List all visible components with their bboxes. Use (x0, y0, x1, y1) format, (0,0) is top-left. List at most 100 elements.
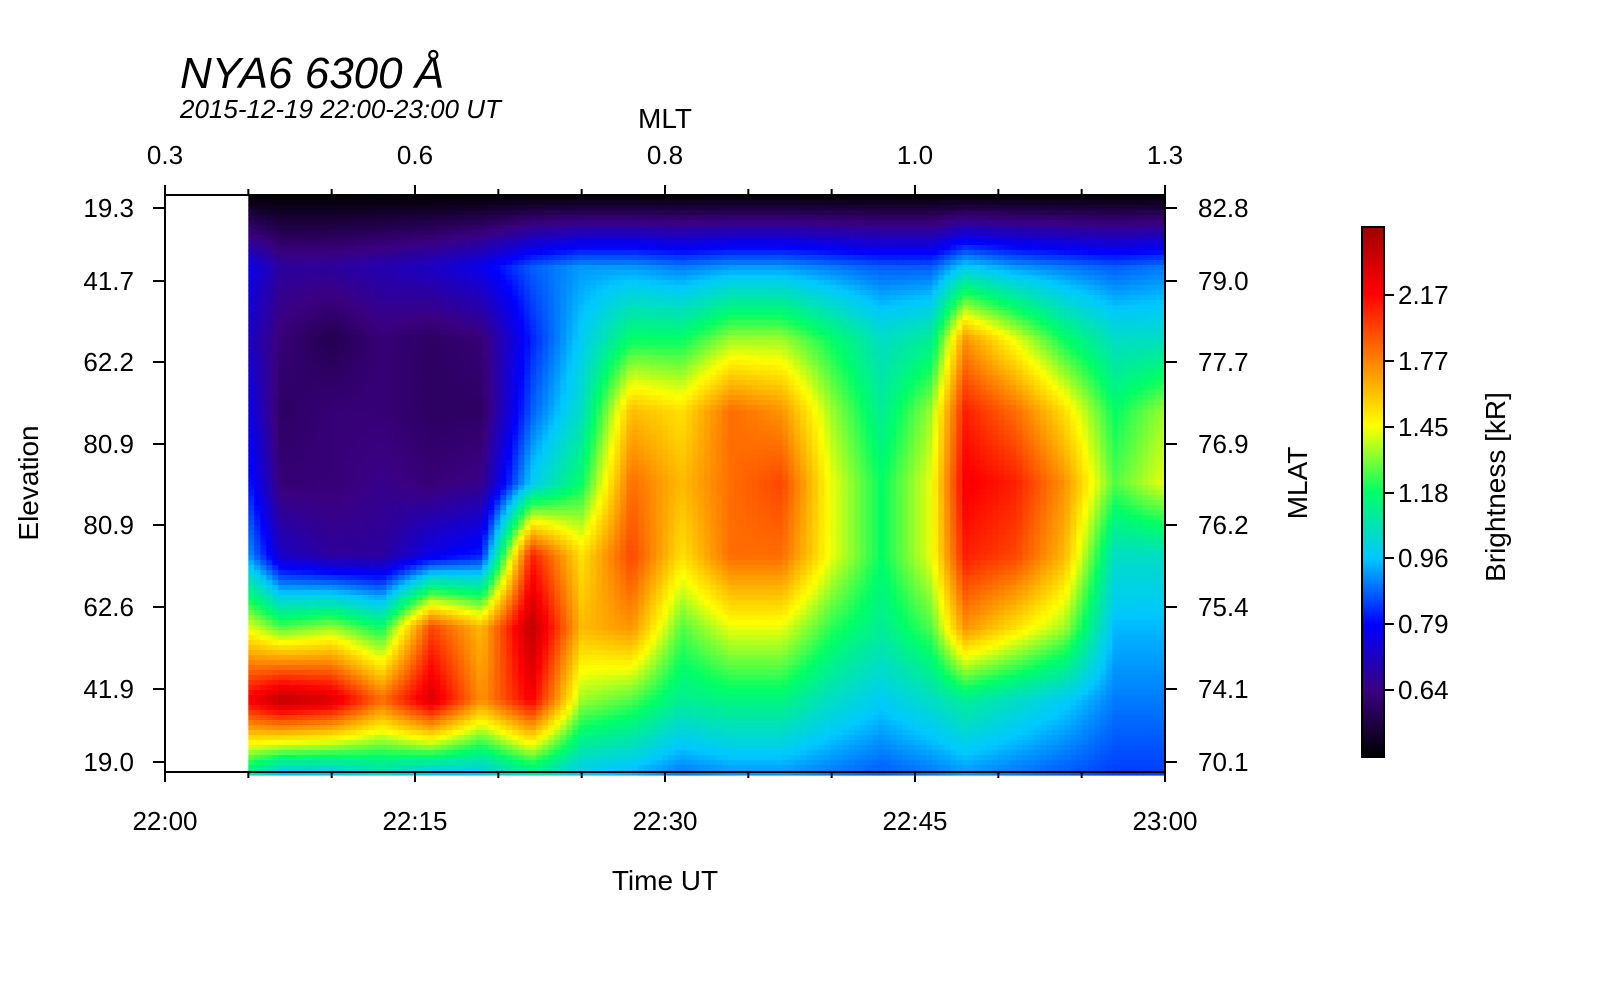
heatmap-cell (464, 340, 471, 346)
heatmap-cell (338, 530, 345, 536)
heatmap-cell (404, 665, 411, 671)
heatmap-cell (458, 765, 465, 771)
heatmap-cell (434, 485, 441, 491)
heatmap-cell (278, 305, 285, 311)
heatmap-cell (260, 485, 267, 491)
heatmap-cell (284, 365, 291, 371)
heatmap-cell (482, 420, 489, 426)
heatmap-cell (314, 475, 321, 481)
heatmap-cell (284, 640, 291, 646)
heatmap-cell (308, 345, 315, 351)
heatmap-cell (434, 195, 441, 201)
heatmap-cell (500, 360, 507, 366)
heatmap-cell (476, 750, 483, 756)
heatmap-cell (356, 575, 363, 581)
heatmap-cell (434, 445, 441, 451)
heatmap-cell (416, 400, 423, 406)
heatmap-cell (488, 340, 495, 346)
heatmap-cell (344, 220, 351, 226)
heatmap-cell (254, 415, 261, 421)
heatmap-cell (374, 375, 381, 381)
heatmap-cell (350, 260, 357, 266)
heatmap-cell (464, 760, 471, 766)
heatmap-cell (368, 410, 375, 416)
heatmap-cell (380, 435, 387, 441)
heatmap-cell (278, 495, 285, 501)
heatmap-cell (302, 305, 309, 311)
heatmap-cell (338, 545, 345, 551)
heatmap-cell (446, 645, 453, 651)
heatmap-cell (470, 255, 477, 261)
heatmap-cell (278, 375, 285, 381)
heatmap-cell (356, 390, 363, 396)
heatmap-cell (494, 500, 501, 506)
heatmap-cell (338, 625, 345, 631)
heatmap-cell (254, 290, 261, 296)
heatmap-cell (314, 570, 321, 576)
heatmap-cell (344, 195, 351, 201)
heatmap-cell (446, 220, 453, 226)
heatmap-cell (440, 195, 447, 201)
heatmap-cell (404, 270, 411, 276)
heatmap-cell (296, 355, 303, 361)
heatmap-cell (410, 295, 417, 301)
heatmap-cell (500, 765, 507, 771)
heatmap-cell (500, 245, 507, 251)
heatmap-cell (314, 285, 321, 291)
heatmap-cell (500, 440, 507, 446)
heatmap-cell (272, 340, 279, 346)
heatmap-cell (482, 355, 489, 361)
heatmap-cell (248, 220, 255, 226)
heatmap-cell (344, 505, 351, 511)
heatmap-cell (392, 385, 399, 391)
heatmap-cell (266, 285, 273, 291)
heatmap-cell (320, 250, 327, 256)
heatmap-cell (434, 270, 441, 276)
heatmap-cell (290, 550, 297, 556)
heatmap-cell (284, 270, 291, 276)
heatmap-cell (458, 385, 465, 391)
heatmap-cell (374, 460, 381, 466)
heatmap-cell (500, 255, 507, 261)
heatmap-cell (506, 230, 513, 236)
heatmap-cell (302, 525, 309, 531)
heatmap-cell (356, 455, 363, 461)
heatmap-cell (326, 305, 333, 311)
heatmap-cell (314, 315, 321, 321)
heatmap-cell (248, 690, 255, 696)
heatmap-cell (380, 590, 387, 596)
heatmap-cell (440, 560, 447, 566)
heatmap-cell (398, 765, 405, 771)
heatmap-cell (248, 575, 255, 581)
heatmap-cell (380, 500, 387, 506)
heatmap-cell (392, 330, 399, 336)
heatmap-cell (494, 350, 501, 356)
heatmap-cell (302, 485, 309, 491)
heatmap-cell (332, 445, 339, 451)
heatmap-cell (404, 195, 411, 201)
heatmap-cell (308, 215, 315, 221)
heatmap-cell (362, 645, 369, 651)
heatmap-cell (386, 675, 393, 681)
heatmap-cell (320, 260, 327, 266)
heatmap-cell (284, 410, 291, 416)
heatmap-cell (302, 670, 309, 676)
heatmap-cell (350, 560, 357, 566)
heatmap-cell (452, 430, 459, 436)
heatmap-cell (452, 260, 459, 266)
heatmap-cell (362, 235, 369, 241)
heatmap-cell (416, 205, 423, 211)
heatmap-cell (356, 595, 363, 601)
heatmap-cell (326, 370, 333, 376)
heatmap-cell (368, 355, 375, 361)
heatmap-cell (326, 345, 333, 351)
heatmap-cell (458, 600, 465, 606)
heatmap-cell (254, 625, 261, 631)
heatmap-cell (458, 335, 465, 341)
heatmap-cell (290, 470, 297, 476)
heatmap-cell (398, 615, 405, 621)
heatmap-cell (422, 445, 429, 451)
heatmap-cell (314, 650, 321, 656)
heatmap-cell (338, 580, 345, 586)
heatmap-cell (344, 685, 351, 691)
